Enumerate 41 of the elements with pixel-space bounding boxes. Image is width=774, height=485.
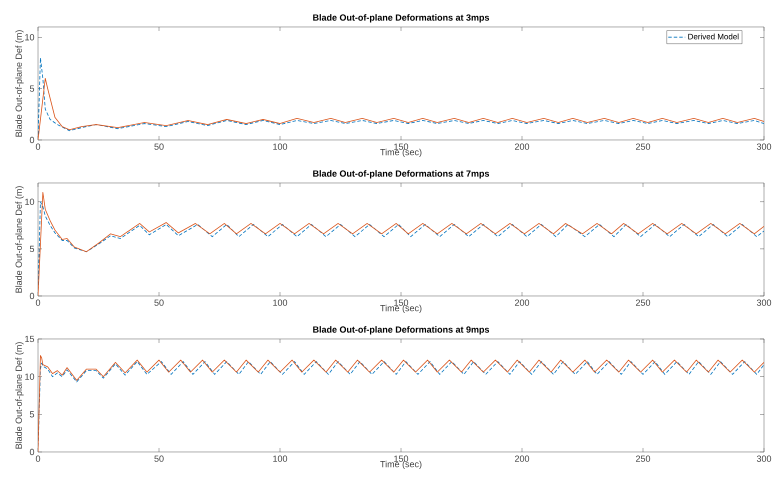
y-tick-label: 0 [30,448,34,456]
x-tick-label: 50 [154,300,164,306]
x-axis-title: Time (sec) [380,148,422,158]
x-tick-label: 200 [514,144,530,150]
line-series [38,78,764,140]
x-tick-label: 250 [636,456,650,462]
y-axis-title: Blade Out-of-plane Def (m) [15,30,24,137]
y-tick-label: 10 [25,34,34,40]
x-tick-label: 0 [36,456,40,462]
x-tick-label: 100 [273,456,288,462]
x-tick-label: 300 [756,300,772,306]
y-tick-label: 10 [25,373,34,380]
y-axis-title: Blade Out-of-plane Def (m) [15,186,24,293]
x-tick-label: 250 [636,144,650,150]
y-tick-label: 0 [30,292,34,300]
y-tick-label: 0 [30,136,34,144]
x-tick-label: 300 [756,144,772,150]
x-axis-title: Time (sec) [380,304,422,314]
chart-title: Blade Out-of-plane Deformations at 3mps [313,14,490,22]
y-tick-label: 5 [30,85,34,92]
x-tick-label: 100 [273,144,288,150]
x-tick-label: 250 [636,300,650,306]
x-axis-title: Time (sec) [380,460,422,470]
y-tick-label: 5 [30,411,34,418]
chart-title: Blade Out-of-plane Deformations at 9mps [313,326,490,334]
x-tick-label: 200 [514,456,530,462]
x-tick-label: 100 [273,300,288,306]
x-tick-label: 0 [36,144,40,150]
x-tick-label: 50 [154,456,164,462]
chart-title: Blade Out-of-plane Deformations at 7mps [313,170,490,178]
x-tick-label: 300 [756,456,772,462]
y-tick-label: 15 [25,336,34,342]
x-tick-label: 200 [514,300,530,306]
y-axis-title: Blade Out-of-plane Def (m) [15,342,24,449]
x-tick-label: 0 [36,300,40,306]
y-tick-label: 5 [30,246,34,252]
x-tick-label: 150 [394,144,408,150]
y-tick-label: 10 [25,198,34,205]
x-tick-label: 150 [394,456,408,462]
x-tick-label: 50 [154,144,164,150]
x-tick-label: 150 [394,300,408,306]
